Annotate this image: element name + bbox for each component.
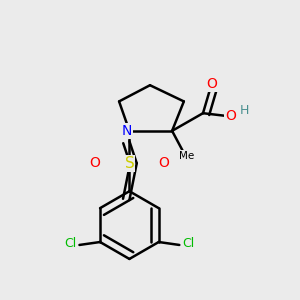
Text: O: O: [159, 156, 170, 170]
Text: O: O: [89, 156, 100, 170]
Text: Cl: Cl: [182, 237, 194, 250]
Text: H: H: [239, 104, 249, 117]
Text: S: S: [124, 156, 134, 171]
Text: O: O: [206, 77, 217, 91]
Text: Cl: Cl: [64, 237, 77, 250]
Text: O: O: [225, 109, 236, 123]
Text: Me: Me: [178, 151, 194, 161]
Text: N: N: [121, 124, 132, 138]
